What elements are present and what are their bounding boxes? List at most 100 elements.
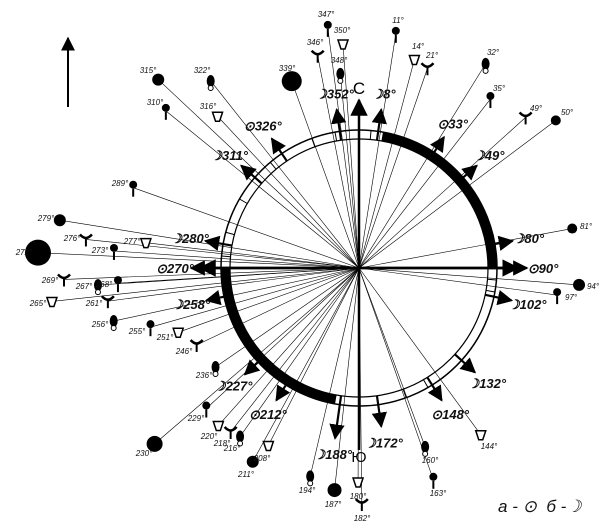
artifact-figure [573,278,586,291]
south-label: Ю [351,449,366,466]
artifact-figure [211,361,220,378]
artifact-label: 251° [156,333,174,342]
artifact-figure [352,477,365,488]
artifact-figure [327,483,342,498]
artifact-figure [146,320,155,337]
azimuth-label-group: ☽311° [210,148,248,163]
azimuth-label-group: ⊙326° [244,118,283,133]
sighting-ray [215,267,360,368]
artifact-label: 279° [37,214,55,223]
artifact-figure [553,288,562,305]
azimuth-label-group: ☽80° [513,231,545,246]
azimuth-label: ⊙90° [528,261,559,276]
artifact-figure [518,111,533,125]
ring-tick [423,379,429,388]
artifact-label: 267° [75,282,93,291]
artifact-figure [24,239,51,266]
artifact-label: 211° [237,470,255,479]
sighting-ray [218,267,360,426]
artifact-label: 35° [493,84,506,93]
legend-sep-a: - [512,497,518,516]
azimuth-label-group: ⊙33° [437,117,468,132]
artifact-figure [429,472,438,489]
azimuth-label: ⊙270° [156,261,195,276]
azimuth-label-group: ☽188° [314,447,353,462]
artifact-figure [100,295,115,309]
ring-tick [402,389,407,398]
artifact-figure [93,279,102,296]
artifact-figure [486,92,495,109]
azimuth-arrow [428,135,445,161]
artifact-label: 273° [91,246,109,255]
sighting-ray [358,68,428,269]
sighting-ray [358,33,397,269]
azimuth-label: ☽132° [468,376,507,391]
ring-tick [221,255,231,258]
azimuth-label: ⊙326° [244,118,283,133]
sighting-ray [217,116,360,269]
sighting-ray [358,63,486,269]
artifact-figure [310,49,325,63]
azimuth-arrow [204,290,234,306]
ring-tick [311,389,316,398]
artifact-label: 269° [41,276,59,285]
artifact-figure [306,470,315,487]
azimuth-label: ☽172° [364,435,403,450]
sighting-ray [196,267,360,346]
azimuth-arrow [426,376,443,402]
azimuth-label: ☽352° [315,87,354,102]
azimuth-label-group: ☽258° [171,297,210,312]
legend-sun-symbol: ⊙ [522,497,537,516]
artifact-figure [391,26,400,43]
sighting-ray [133,187,360,269]
artifact-label: 32° [487,48,500,57]
artifact-figure [474,429,487,441]
artifact-figures [24,20,586,512]
sighting-ray [334,267,360,491]
sighting-ray [342,43,360,269]
artifact-figure [202,401,211,418]
sighting-ray [358,267,580,286]
ring-tick [311,138,316,147]
azimuth-label-group: ⊙148° [431,407,470,422]
artifact-label: 144° [481,442,498,451]
artifact-label: 187° [325,500,342,509]
sighting-ray [113,250,360,269]
artifact-figure [246,455,259,468]
artifact-label: 216° [223,444,241,453]
azimuth-arrow [371,108,387,141]
solstice-arc-2 [221,267,337,404]
artifact-label: 265° [29,299,47,308]
artifact-label: 81° [580,222,593,231]
sighting-ray [239,267,360,437]
azimuth-arrow [275,376,292,402]
artifact-label: 350° [334,26,351,35]
azimuth-label: ⊙212° [249,407,288,422]
artifact-label: 50° [561,108,574,117]
artifact-figure [189,339,204,353]
ring-tick [239,198,248,204]
artifact-label: 160° [422,456,439,465]
artifact-label: 255° [128,327,146,336]
azimuth-arrow [485,235,515,251]
artifact-figure [408,54,421,66]
azimuth-label-group: ☽49° [473,148,505,163]
artifact-label: 347° [318,10,335,19]
artifact-figure [336,39,350,50]
artifact-figure [152,73,165,86]
artifact-label: 49° [530,104,543,113]
ring-tick [334,132,338,142]
legend-moon-symbol: ☽ [566,497,582,516]
ring-tick [485,289,495,293]
solstice-arcs [221,132,497,404]
azimuth-label-group: ☽172° [364,435,403,450]
artifact-label: 11° [392,16,404,25]
artifact-figure [567,223,578,234]
artifact-label: 97° [565,293,578,302]
sighting-ray [165,110,360,269]
azimuth-arrow [243,355,266,376]
artifact-figure [336,67,345,84]
artifact-label: 194° [299,486,316,495]
azimuth-label-group: ☽8° [371,87,396,102]
